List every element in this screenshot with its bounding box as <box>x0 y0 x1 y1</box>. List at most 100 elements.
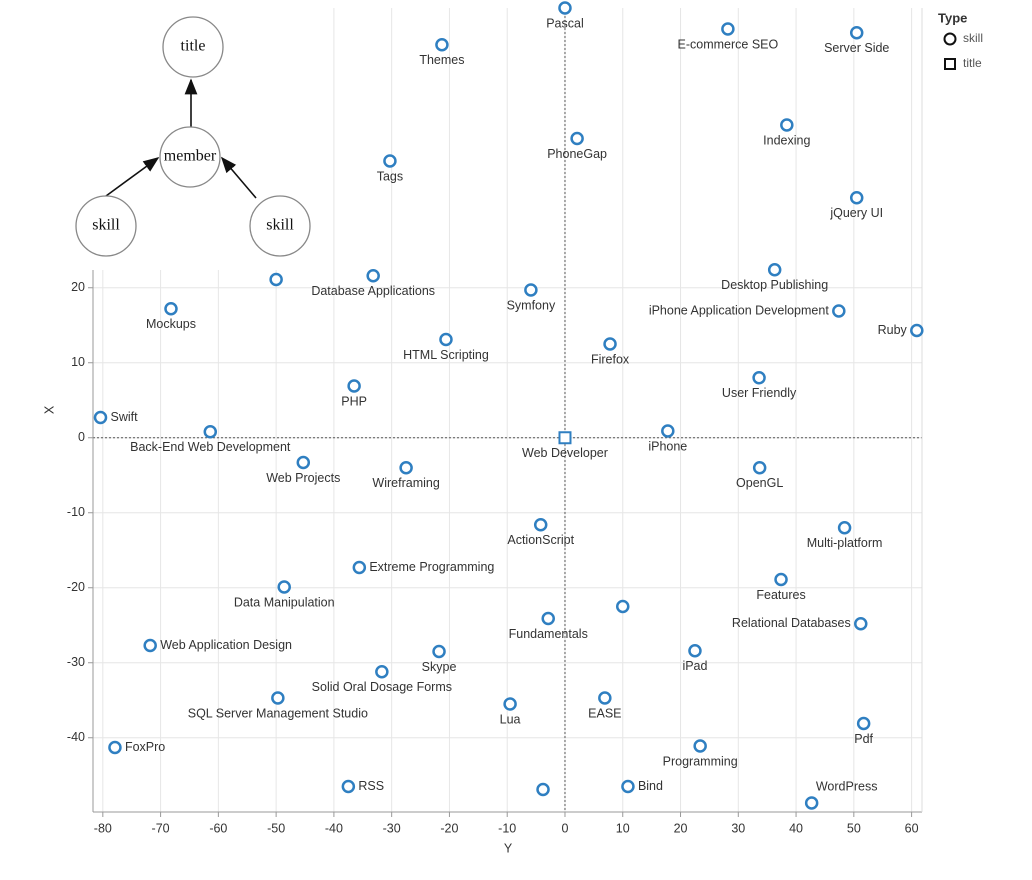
x-tick-label: -10 <box>498 821 516 835</box>
point-label: Bind <box>638 779 663 793</box>
point-label: PHP <box>341 394 367 408</box>
node-label: member <box>164 148 217 165</box>
x-tick-label: 20 <box>674 821 688 835</box>
point-label: ActionScript <box>507 533 574 547</box>
x-tick-label: 60 <box>905 821 919 835</box>
y-tick-label: 20 <box>71 280 85 294</box>
point <box>558 1 572 15</box>
point <box>849 26 864 40</box>
point-label: Mockups <box>146 317 196 331</box>
point <box>524 283 538 297</box>
point <box>383 154 397 168</box>
point <box>269 272 283 287</box>
point-label: Fundamentals <box>509 627 588 641</box>
node <box>75 195 137 257</box>
point-label: Lua <box>500 712 521 726</box>
point-label: Multi-platform <box>807 536 883 550</box>
x-tick-label: 40 <box>789 821 803 835</box>
point <box>616 599 630 614</box>
point <box>439 332 453 347</box>
point <box>832 304 846 318</box>
point-label: Relational Databases <box>732 616 851 630</box>
point-label: OpenGL <box>736 476 783 490</box>
point-label: Database Applications <box>311 284 435 298</box>
point-label: Wireframing <box>372 476 439 490</box>
node <box>162 16 224 78</box>
point-label: Web Application Design <box>160 638 292 652</box>
point-label: WordPress <box>816 779 878 793</box>
point <box>837 521 852 535</box>
point <box>854 617 868 631</box>
point-label: iPhone <box>648 439 687 453</box>
point <box>164 302 178 316</box>
point <box>296 455 311 470</box>
grid <box>93 8 922 812</box>
point-label: RSS <box>358 779 384 793</box>
point <box>752 461 767 475</box>
x-tick-label: -30 <box>383 821 401 835</box>
legend-marker <box>944 58 956 70</box>
legend-label: skill <box>963 31 983 45</box>
x-tick-label: -80 <box>94 821 112 835</box>
point <box>503 697 517 711</box>
point-label: Swift <box>111 410 139 424</box>
point-label: Web Projects <box>266 471 340 485</box>
point-label: Desktop Publishing <box>721 278 828 292</box>
point <box>598 691 612 705</box>
point <box>108 740 122 755</box>
point <box>688 644 702 658</box>
point-label: Extreme Programming <box>369 560 494 574</box>
y-axis-title: X <box>42 405 56 414</box>
x-tick-label: -50 <box>267 821 285 835</box>
y-tick-label: -30 <box>67 655 85 669</box>
x-axis-title: Y <box>504 841 513 855</box>
point <box>621 779 635 794</box>
point <box>277 580 291 594</box>
point-label: Firefox <box>591 352 630 366</box>
point-label: Tags <box>377 169 403 183</box>
point-label: Back-End Web Development <box>130 440 291 454</box>
point <box>533 518 548 532</box>
legend-title: Type <box>938 10 967 25</box>
point-label: HTML Scripting <box>403 348 489 362</box>
point <box>93 410 108 425</box>
point <box>752 371 766 385</box>
node-label: skill <box>92 217 120 234</box>
node <box>249 195 311 257</box>
legend-marker <box>943 32 957 46</box>
point <box>767 263 782 277</box>
x-tick-label: -20 <box>440 821 458 835</box>
legend-label: title <box>963 56 982 70</box>
y-tick-label: 0 <box>78 430 85 444</box>
x-tick-label: 50 <box>847 821 861 835</box>
point-label: Skype <box>422 660 457 674</box>
point <box>558 431 572 445</box>
point-label: Themes <box>419 53 464 67</box>
point-label: Web Developer <box>522 446 608 460</box>
point <box>603 337 617 351</box>
y-tick-label: -40 <box>67 730 85 744</box>
point-label: Server Side <box>824 41 889 55</box>
point <box>352 560 367 575</box>
arrow <box>105 157 160 197</box>
point-label: Data Manipulation <box>234 595 335 609</box>
point-label: Programming <box>663 754 738 768</box>
point <box>570 131 584 146</box>
point <box>774 572 788 587</box>
point-label: EASE <box>588 706 621 720</box>
node-label: title <box>181 38 206 55</box>
point-label: Indexing <box>763 133 810 147</box>
diagram-inset: title member skill skill <box>55 0 325 270</box>
y-tick-label: -10 <box>67 505 85 519</box>
point-label: SQL Server Management Studio <box>188 706 368 720</box>
point-label: PhoneGap <box>547 147 607 161</box>
arrow <box>220 156 257 199</box>
point-label: Pdf <box>854 732 873 746</box>
point <box>271 691 285 705</box>
point <box>435 38 449 52</box>
node <box>159 126 221 188</box>
point-label: User Friendly <box>722 386 797 400</box>
point <box>341 779 356 794</box>
